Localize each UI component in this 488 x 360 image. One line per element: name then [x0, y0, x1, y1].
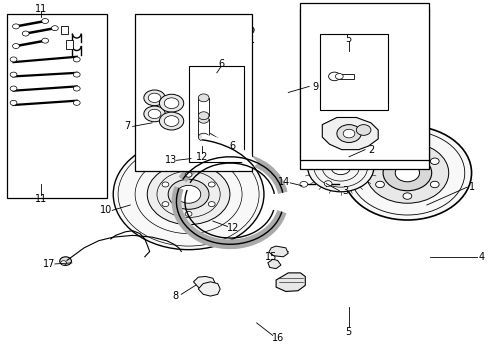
Text: 6: 6: [229, 141, 235, 151]
Circle shape: [73, 57, 80, 62]
Text: 2: 2: [367, 145, 373, 155]
Circle shape: [73, 72, 80, 77]
Circle shape: [198, 133, 208, 141]
Text: 9: 9: [311, 82, 317, 92]
Circle shape: [382, 155, 431, 191]
Circle shape: [356, 125, 370, 135]
Circle shape: [330, 160, 350, 175]
Bar: [65, 40, 73, 49]
Polygon shape: [322, 117, 377, 150]
Circle shape: [402, 147, 411, 153]
Polygon shape: [267, 259, 281, 269]
Polygon shape: [198, 282, 220, 296]
Circle shape: [299, 181, 307, 187]
Circle shape: [242, 26, 254, 34]
Text: 17: 17: [43, 259, 55, 269]
Text: 1: 1: [468, 182, 474, 192]
Circle shape: [60, 257, 71, 265]
Circle shape: [375, 181, 384, 188]
Bar: [319, 37, 387, 116]
Bar: [61, 26, 68, 34]
Circle shape: [402, 193, 411, 199]
Circle shape: [10, 86, 17, 91]
Circle shape: [143, 106, 165, 122]
Text: 7: 7: [123, 121, 130, 131]
Circle shape: [162, 182, 168, 187]
Circle shape: [343, 129, 354, 138]
Circle shape: [73, 100, 80, 105]
Circle shape: [198, 115, 208, 123]
Bar: [339, 73, 353, 79]
Text: 14: 14: [278, 177, 290, 187]
Circle shape: [10, 100, 17, 105]
Circle shape: [13, 44, 20, 49]
Circle shape: [375, 158, 384, 165]
Circle shape: [143, 90, 165, 106]
Polygon shape: [268, 246, 287, 257]
Circle shape: [188, 157, 196, 162]
Circle shape: [198, 112, 208, 120]
Text: 13: 13: [164, 156, 176, 165]
Circle shape: [185, 172, 192, 177]
Circle shape: [366, 143, 448, 203]
Text: 11: 11: [35, 194, 47, 203]
Circle shape: [51, 26, 58, 31]
Circle shape: [13, 24, 20, 29]
Circle shape: [335, 73, 343, 79]
Text: 5: 5: [345, 327, 351, 337]
Text: 12: 12: [226, 223, 239, 233]
Circle shape: [198, 94, 208, 102]
Circle shape: [164, 98, 179, 109]
Bar: [319, 33, 387, 111]
Bar: [198, 119, 208, 137]
Bar: [198, 98, 208, 116]
Text: 10: 10: [100, 205, 112, 215]
Text: 15: 15: [264, 252, 277, 262]
Circle shape: [429, 158, 438, 165]
Circle shape: [162, 202, 168, 207]
Circle shape: [343, 126, 470, 220]
Text: 12: 12: [196, 152, 208, 162]
Text: 5: 5: [345, 34, 351, 44]
Polygon shape: [193, 276, 215, 291]
Circle shape: [429, 181, 438, 188]
Circle shape: [10, 57, 17, 62]
Text: 8: 8: [172, 291, 178, 301]
Bar: [300, 3, 428, 160]
Circle shape: [148, 93, 161, 103]
Circle shape: [168, 179, 208, 209]
Bar: [188, 66, 244, 162]
Bar: [300, 9, 428, 169]
Circle shape: [61, 261, 66, 265]
Bar: [135, 14, 251, 171]
Bar: [7, 14, 107, 198]
Circle shape: [307, 143, 373, 192]
Text: 6: 6: [218, 59, 224, 69]
Circle shape: [324, 181, 331, 186]
Circle shape: [328, 72, 340, 81]
Polygon shape: [276, 273, 305, 292]
Circle shape: [394, 164, 419, 182]
Text: 16: 16: [272, 333, 284, 343]
Circle shape: [159, 94, 183, 112]
Circle shape: [185, 211, 192, 216]
Circle shape: [164, 116, 179, 126]
Text: 11: 11: [35, 4, 47, 14]
Circle shape: [208, 182, 215, 187]
Circle shape: [41, 38, 48, 43]
Circle shape: [113, 139, 264, 249]
Circle shape: [159, 112, 183, 130]
Circle shape: [41, 18, 48, 23]
Circle shape: [22, 31, 29, 36]
Circle shape: [176, 185, 201, 203]
Circle shape: [336, 125, 361, 143]
Text: 4: 4: [478, 252, 484, 262]
Circle shape: [73, 86, 80, 91]
Circle shape: [10, 72, 17, 77]
Circle shape: [148, 109, 161, 118]
Text: 3: 3: [342, 186, 348, 196]
Circle shape: [208, 202, 215, 207]
Circle shape: [147, 164, 229, 225]
Circle shape: [185, 154, 199, 164]
